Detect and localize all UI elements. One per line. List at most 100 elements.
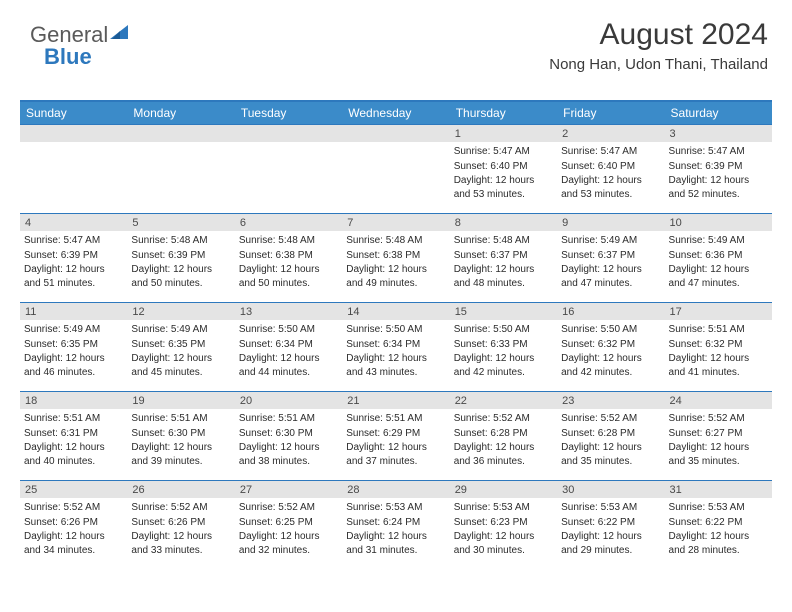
sunset-text: Sunset: 6:38 PM — [239, 249, 338, 263]
daylight-text: Daylight: 12 hours and 44 minutes. — [239, 352, 338, 379]
day-body: Sunrise: 5:48 AMSunset: 6:37 PMDaylight:… — [450, 231, 557, 297]
day-body: Sunrise: 5:50 AMSunset: 6:32 PMDaylight:… — [557, 320, 664, 386]
title-block: August 2024 Nong Han, Udon Thani, Thaila… — [549, 18, 768, 73]
day-cell: 8Sunrise: 5:48 AMSunset: 6:37 PMDaylight… — [450, 214, 557, 302]
sunset-text: Sunset: 6:38 PM — [346, 249, 445, 263]
day-cell: 23Sunrise: 5:52 AMSunset: 6:28 PMDayligh… — [557, 392, 664, 480]
daylight-text: Daylight: 12 hours and 37 minutes. — [346, 441, 445, 468]
sunset-text: Sunset: 6:28 PM — [561, 427, 660, 441]
sunset-text: Sunset: 6:39 PM — [669, 160, 768, 174]
day-number: 22 — [450, 392, 557, 409]
daylight-text: Daylight: 12 hours and 28 minutes. — [669, 530, 768, 557]
weekday-header: Sunday — [20, 102, 127, 124]
day-cell: 3Sunrise: 5:47 AMSunset: 6:39 PMDaylight… — [665, 125, 772, 213]
daylight-text: Daylight: 12 hours and 30 minutes. — [454, 530, 553, 557]
sunset-text: Sunset: 6:22 PM — [561, 516, 660, 530]
daylight-text: Daylight: 12 hours and 48 minutes. — [454, 263, 553, 290]
day-cell: 12Sunrise: 5:49 AMSunset: 6:35 PMDayligh… — [127, 303, 234, 391]
sunrise-text: Sunrise: 5:51 AM — [131, 412, 230, 426]
day-body: Sunrise: 5:51 AMSunset: 6:29 PMDaylight:… — [342, 409, 449, 475]
day-number: 30 — [557, 481, 664, 498]
day-body: Sunrise: 5:48 AMSunset: 6:38 PMDaylight:… — [342, 231, 449, 297]
sunrise-text: Sunrise: 5:47 AM — [669, 145, 768, 159]
day-body: Sunrise: 5:48 AMSunset: 6:38 PMDaylight:… — [235, 231, 342, 297]
sunrise-text: Sunrise: 5:47 AM — [24, 234, 123, 248]
day-number: 20 — [235, 392, 342, 409]
sunrise-text: Sunrise: 5:48 AM — [346, 234, 445, 248]
sunrise-text: Sunrise: 5:49 AM — [24, 323, 123, 337]
day-body: Sunrise: 5:47 AMSunset: 6:39 PMDaylight:… — [20, 231, 127, 297]
day-cell: 17Sunrise: 5:51 AMSunset: 6:32 PMDayligh… — [665, 303, 772, 391]
sunrise-text: Sunrise: 5:47 AM — [561, 145, 660, 159]
day-number: 23 — [557, 392, 664, 409]
day-number: 24 — [665, 392, 772, 409]
week-row: 1Sunrise: 5:47 AMSunset: 6:40 PMDaylight… — [20, 124, 772, 213]
day-body: Sunrise: 5:51 AMSunset: 6:32 PMDaylight:… — [665, 320, 772, 386]
sunset-text: Sunset: 6:29 PM — [346, 427, 445, 441]
day-number — [20, 125, 127, 142]
day-cell: 28Sunrise: 5:53 AMSunset: 6:24 PMDayligh… — [342, 481, 449, 569]
day-number: 29 — [450, 481, 557, 498]
day-number: 27 — [235, 481, 342, 498]
day-body: Sunrise: 5:53 AMSunset: 6:22 PMDaylight:… — [557, 498, 664, 564]
sunrise-text: Sunrise: 5:49 AM — [561, 234, 660, 248]
daylight-text: Daylight: 12 hours and 32 minutes. — [239, 530, 338, 557]
daylight-text: Daylight: 12 hours and 50 minutes. — [131, 263, 230, 290]
day-cell: 20Sunrise: 5:51 AMSunset: 6:30 PMDayligh… — [235, 392, 342, 480]
day-body: Sunrise: 5:53 AMSunset: 6:22 PMDaylight:… — [665, 498, 772, 564]
calendar: SundayMondayTuesdayWednesdayThursdayFrid… — [20, 100, 772, 569]
daylight-text: Daylight: 12 hours and 50 minutes. — [239, 263, 338, 290]
sunset-text: Sunset: 6:37 PM — [561, 249, 660, 263]
sunset-text: Sunset: 6:30 PM — [239, 427, 338, 441]
sunset-text: Sunset: 6:32 PM — [669, 338, 768, 352]
weekday-header: Monday — [127, 102, 234, 124]
daylight-text: Daylight: 12 hours and 53 minutes. — [561, 174, 660, 201]
sunset-text: Sunset: 6:40 PM — [454, 160, 553, 174]
daylight-text: Daylight: 12 hours and 39 minutes. — [131, 441, 230, 468]
sunrise-text: Sunrise: 5:50 AM — [239, 323, 338, 337]
sunrise-text: Sunrise: 5:49 AM — [669, 234, 768, 248]
sunset-text: Sunset: 6:30 PM — [131, 427, 230, 441]
day-cell: 6Sunrise: 5:48 AMSunset: 6:38 PMDaylight… — [235, 214, 342, 302]
day-cell: 29Sunrise: 5:53 AMSunset: 6:23 PMDayligh… — [450, 481, 557, 569]
daylight-text: Daylight: 12 hours and 42 minutes. — [454, 352, 553, 379]
day-body: Sunrise: 5:49 AMSunset: 6:35 PMDaylight:… — [127, 320, 234, 386]
day-number: 5 — [127, 214, 234, 231]
day-body: Sunrise: 5:52 AMSunset: 6:25 PMDaylight:… — [235, 498, 342, 564]
daylight-text: Daylight: 12 hours and 36 minutes. — [454, 441, 553, 468]
daylight-text: Daylight: 12 hours and 51 minutes. — [24, 263, 123, 290]
daylight-text: Daylight: 12 hours and 33 minutes. — [131, 530, 230, 557]
sunset-text: Sunset: 6:33 PM — [454, 338, 553, 352]
daylight-text: Daylight: 12 hours and 52 minutes. — [669, 174, 768, 201]
day-body: Sunrise: 5:49 AMSunset: 6:36 PMDaylight:… — [665, 231, 772, 297]
sunrise-text: Sunrise: 5:47 AM — [454, 145, 553, 159]
day-number: 25 — [20, 481, 127, 498]
sunset-text: Sunset: 6:40 PM — [561, 160, 660, 174]
day-cell: 4Sunrise: 5:47 AMSunset: 6:39 PMDaylight… — [20, 214, 127, 302]
daylight-text: Daylight: 12 hours and 43 minutes. — [346, 352, 445, 379]
location-text: Nong Han, Udon Thani, Thailand — [549, 56, 768, 73]
logo-triangle-icon — [110, 21, 130, 47]
day-cell: 13Sunrise: 5:50 AMSunset: 6:34 PMDayligh… — [235, 303, 342, 391]
day-cell: 5Sunrise: 5:48 AMSunset: 6:39 PMDaylight… — [127, 214, 234, 302]
day-cell: 14Sunrise: 5:50 AMSunset: 6:34 PMDayligh… — [342, 303, 449, 391]
day-cell: 24Sunrise: 5:52 AMSunset: 6:27 PMDayligh… — [665, 392, 772, 480]
day-number: 6 — [235, 214, 342, 231]
day-cell: 11Sunrise: 5:49 AMSunset: 6:35 PMDayligh… — [20, 303, 127, 391]
sunrise-text: Sunrise: 5:50 AM — [346, 323, 445, 337]
day-body: Sunrise: 5:52 AMSunset: 6:26 PMDaylight:… — [127, 498, 234, 564]
day-cell — [235, 125, 342, 213]
sunset-text: Sunset: 6:39 PM — [131, 249, 230, 263]
week-row: 4Sunrise: 5:47 AMSunset: 6:39 PMDaylight… — [20, 213, 772, 302]
day-body: Sunrise: 5:47 AMSunset: 6:40 PMDaylight:… — [450, 142, 557, 208]
sunrise-text: Sunrise: 5:50 AM — [454, 323, 553, 337]
logo-text-blue-wrap: Blue — [44, 44, 92, 70]
weekday-header: Saturday — [665, 102, 772, 124]
weekday-header-row: SundayMondayTuesdayWednesdayThursdayFrid… — [20, 102, 772, 124]
day-body: Sunrise: 5:53 AMSunset: 6:23 PMDaylight:… — [450, 498, 557, 564]
day-body: Sunrise: 5:50 AMSunset: 6:34 PMDaylight:… — [342, 320, 449, 386]
day-cell: 1Sunrise: 5:47 AMSunset: 6:40 PMDaylight… — [450, 125, 557, 213]
day-number: 7 — [342, 214, 449, 231]
day-number: 21 — [342, 392, 449, 409]
daylight-text: Daylight: 12 hours and 41 minutes. — [669, 352, 768, 379]
